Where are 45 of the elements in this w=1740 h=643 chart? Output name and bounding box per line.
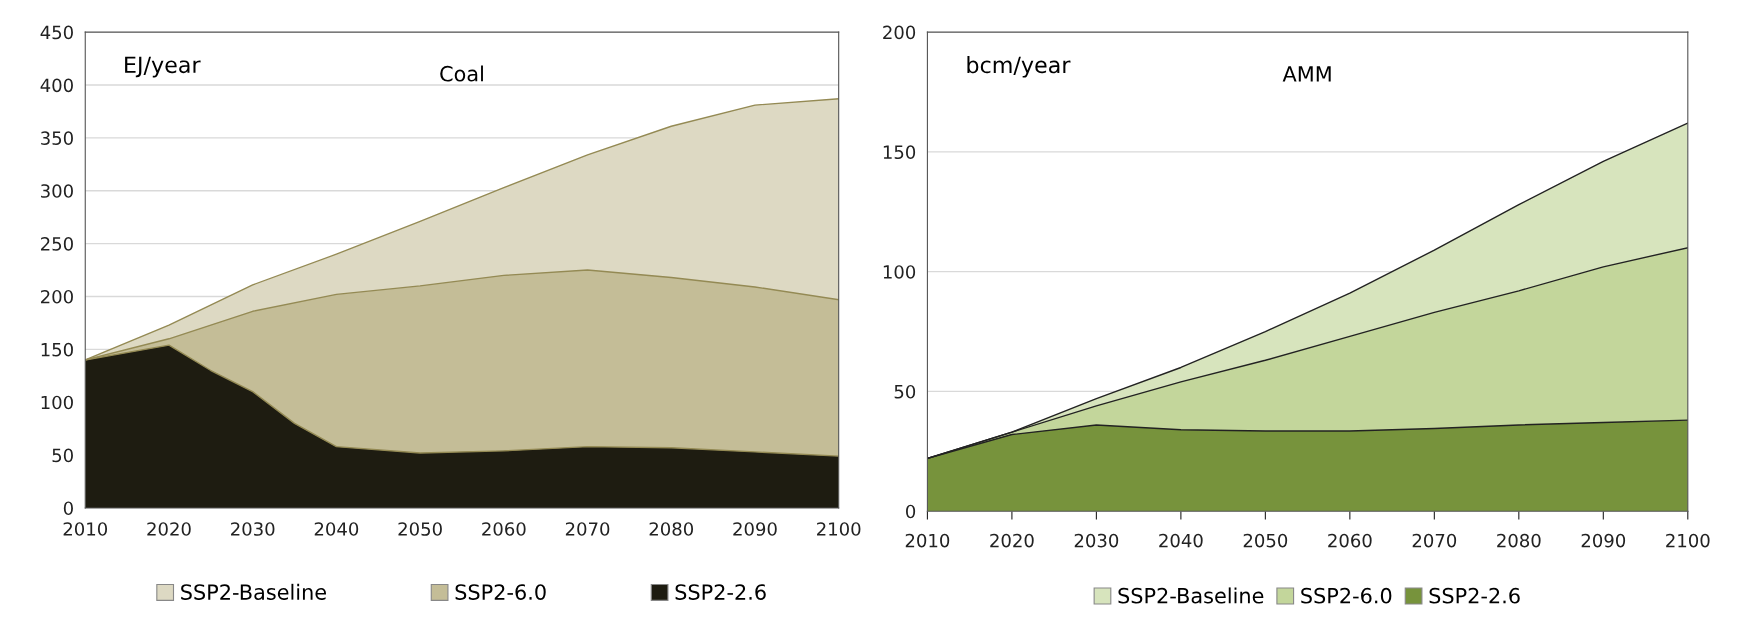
legend-label: SSP2-Baseline: [181, 583, 326, 600]
y-tick-label: 50: [894, 384, 916, 399]
legend-label: SSP2-Baseline: [1118, 587, 1264, 604]
y-axis-title: EJ/year: [125, 56, 201, 78]
y-tick-label: 150: [41, 342, 73, 357]
x-tick-label: 2060: [482, 522, 526, 536]
text: Coal: [440, 65, 483, 82]
x-tick-label: 2070: [1412, 533, 1457, 548]
x-tick-label: 2020: [990, 533, 1034, 548]
y-tick-label: 450: [40, 25, 73, 40]
x-tick-label: 2050: [1243, 533, 1288, 548]
y-tick-label: 350: [41, 131, 73, 145]
x-tick-label: 2050: [398, 522, 442, 536]
text: AMM: [1282, 66, 1331, 82]
x-tick-label: 2030: [1074, 533, 1119, 548]
y-tick-label: 0: [906, 504, 916, 519]
x-tick-label: 2100: [1666, 533, 1710, 548]
x-tick-label: 2080: [649, 522, 694, 536]
x-tick-label: 2090: [733, 522, 777, 536]
legend-label: SSP2-6.0: [1301, 587, 1392, 604]
legend-label: SSP2-2.6: [1429, 587, 1520, 604]
y-tick-label: 200: [883, 25, 916, 40]
y-tick-label: 300: [41, 184, 73, 198]
y-tick-label: 150: [883, 145, 916, 160]
y-axis-title: bcm/year: [967, 56, 1071, 78]
x-tick-label: 2080: [1497, 533, 1541, 548]
x-tick-label: 2010: [63, 522, 108, 536]
x-tick-label: 2060: [1328, 533, 1372, 548]
legend-label: SSP2-6.0: [455, 584, 546, 600]
y-tick-label: 400: [40, 78, 73, 93]
x-tick-label: 2040: [1159, 533, 1203, 548]
y-tick-label: 50: [52, 448, 73, 463]
legend-label: SSP2-2.6: [675, 584, 766, 600]
y-tick-label: 250: [41, 237, 73, 251]
x-tick-label: 2020: [147, 522, 191, 536]
x-tick-label: 2040: [314, 522, 359, 536]
x-tick-label: 2090: [1581, 533, 1626, 548]
x-tick-label: 2030: [231, 522, 275, 536]
y-tick-label: 100: [883, 265, 916, 279]
y-tick-label: 0: [63, 501, 73, 516]
x-tick-label: 2100: [817, 522, 861, 536]
x-tick-label: 2070: [565, 522, 610, 536]
x-tick-label: 2010: [905, 533, 950, 548]
y-tick-label: 200: [41, 289, 73, 304]
y-tick-label: 100: [41, 395, 73, 410]
